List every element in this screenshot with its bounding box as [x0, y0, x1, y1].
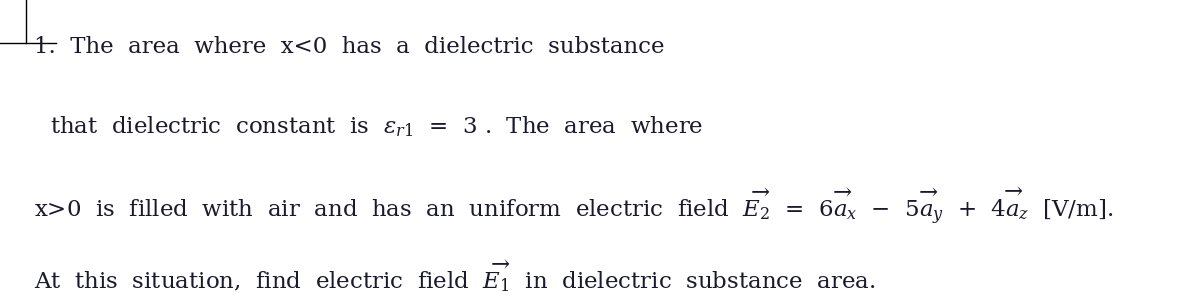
Text: 1.  The  area  where  x<0  has  a  dielectric  substance: 1. The area where x<0 has a dielectric s…: [34, 36, 664, 58]
Text: that  dielectric  constant  is  $\epsilon_{r1}$  =  3 .  The  area  where: that dielectric constant is $\epsilon_{r…: [50, 114, 703, 139]
Text: At  this  situation,  find  electric  field  $\overrightarrow{E_1}$  in  dielect: At this situation, find electric field $…: [34, 258, 875, 294]
Text: x>0  is  filled  with  air  and  has  an  uniform  electric  field  $\overrighta: x>0 is filled with air and has an unifor…: [34, 185, 1112, 227]
